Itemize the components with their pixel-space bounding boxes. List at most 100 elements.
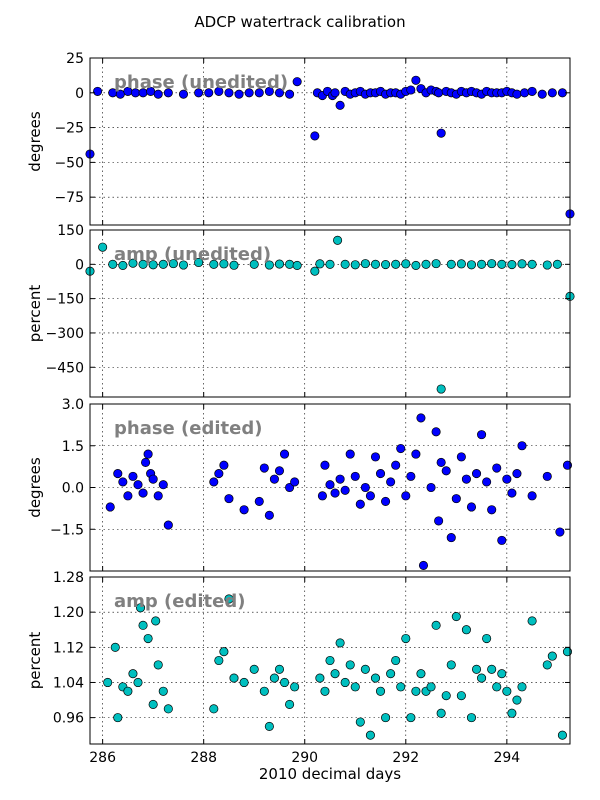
data-point	[396, 682, 406, 692]
data-point	[391, 655, 401, 666]
data-point	[128, 669, 138, 679]
axes-frame	[89, 57, 571, 226]
data-point	[537, 89, 547, 99]
data-point	[168, 259, 178, 269]
data-point	[340, 485, 350, 495]
data-point	[153, 89, 163, 99]
data-point	[431, 427, 441, 437]
data-point	[517, 259, 527, 269]
data-point	[118, 260, 128, 271]
data-point	[335, 100, 345, 110]
data-point	[249, 259, 259, 269]
data-point	[466, 713, 477, 723]
data-point	[421, 259, 431, 269]
data-point	[411, 686, 421, 696]
data-point	[487, 664, 497, 674]
data-point	[224, 494, 234, 504]
data-point	[153, 491, 163, 501]
data-point	[416, 413, 426, 423]
data-point	[158, 686, 168, 696]
data-point	[333, 235, 343, 245]
data-point	[527, 616, 537, 626]
data-point	[158, 480, 168, 490]
data-point	[542, 260, 552, 270]
data-point	[365, 491, 375, 501]
data-point	[118, 477, 128, 487]
data-point	[345, 449, 355, 459]
data-point	[381, 713, 391, 723]
data-point	[148, 699, 158, 709]
data-point	[285, 482, 295, 493]
data-point	[264, 86, 274, 96]
data-point	[512, 695, 522, 705]
data-point	[542, 471, 552, 481]
data-point	[138, 620, 148, 630]
data-point	[320, 686, 330, 696]
y-tick-label: −300	[46, 326, 84, 342]
data-point	[477, 673, 487, 683]
data-point	[451, 612, 461, 622]
data-point	[426, 482, 436, 493]
data-point	[370, 673, 381, 683]
subplot-2: 150 0 −150 −300 −450 percent amp (unedited)	[26, 223, 575, 398]
data-point	[441, 691, 451, 701]
data-point	[335, 638, 345, 648]
data-point	[133, 480, 143, 490]
data-point	[451, 494, 461, 504]
data-point	[128, 258, 138, 268]
data-point	[360, 259, 370, 269]
data-point	[507, 488, 517, 498]
data-point	[497, 669, 507, 679]
data-point	[234, 89, 244, 99]
data-point	[113, 469, 123, 479]
data-point	[391, 259, 401, 269]
data-point	[401, 491, 411, 501]
y-tick-label: −450	[46, 360, 84, 376]
data-point	[492, 682, 502, 692]
data-point	[350, 260, 360, 270]
data-point	[135, 603, 146, 613]
data-point	[163, 704, 173, 714]
data-point	[370, 452, 381, 462]
data-point	[229, 673, 239, 683]
data-point	[219, 460, 229, 470]
subplot-1: 25 0 −25 −50 −75 degrees phase (unedited)	[26, 51, 575, 226]
data-point	[461, 474, 471, 484]
data-point	[456, 259, 466, 269]
data-point	[441, 466, 451, 476]
data-point	[224, 88, 234, 98]
data-point	[350, 471, 360, 481]
y-axis-label: percent	[26, 285, 44, 343]
data-point	[401, 259, 411, 269]
data-point	[401, 633, 411, 644]
data-point	[178, 260, 189, 270]
data-point	[209, 477, 219, 487]
data-point	[411, 260, 421, 271]
data-point	[370, 259, 381, 269]
data-point	[461, 625, 471, 635]
data-point	[98, 242, 108, 252]
data-point	[466, 260, 477, 270]
data-point	[317, 491, 327, 501]
y-axis-label: degrees	[26, 111, 44, 172]
data-point	[219, 259, 229, 269]
data-point	[264, 510, 274, 520]
data-point	[512, 89, 522, 99]
data-point	[512, 469, 522, 479]
data-point	[446, 660, 456, 670]
data-point	[264, 260, 274, 270]
data-point	[497, 259, 507, 269]
data-point	[239, 677, 249, 688]
data-point	[209, 704, 219, 714]
data-point	[411, 449, 421, 459]
data-point	[108, 259, 118, 269]
data-point	[527, 86, 537, 96]
data-point	[274, 466, 285, 476]
data-point	[244, 88, 254, 98]
data-point	[214, 469, 224, 479]
data-point	[310, 266, 320, 276]
subplot-4: 286 288 290 292 294 1.28 1.20 1.12 1.04 0.96 perce…	[26, 570, 573, 766]
data-point	[330, 488, 340, 498]
data-point	[477, 430, 487, 440]
y-tick-label: 0	[75, 257, 84, 273]
